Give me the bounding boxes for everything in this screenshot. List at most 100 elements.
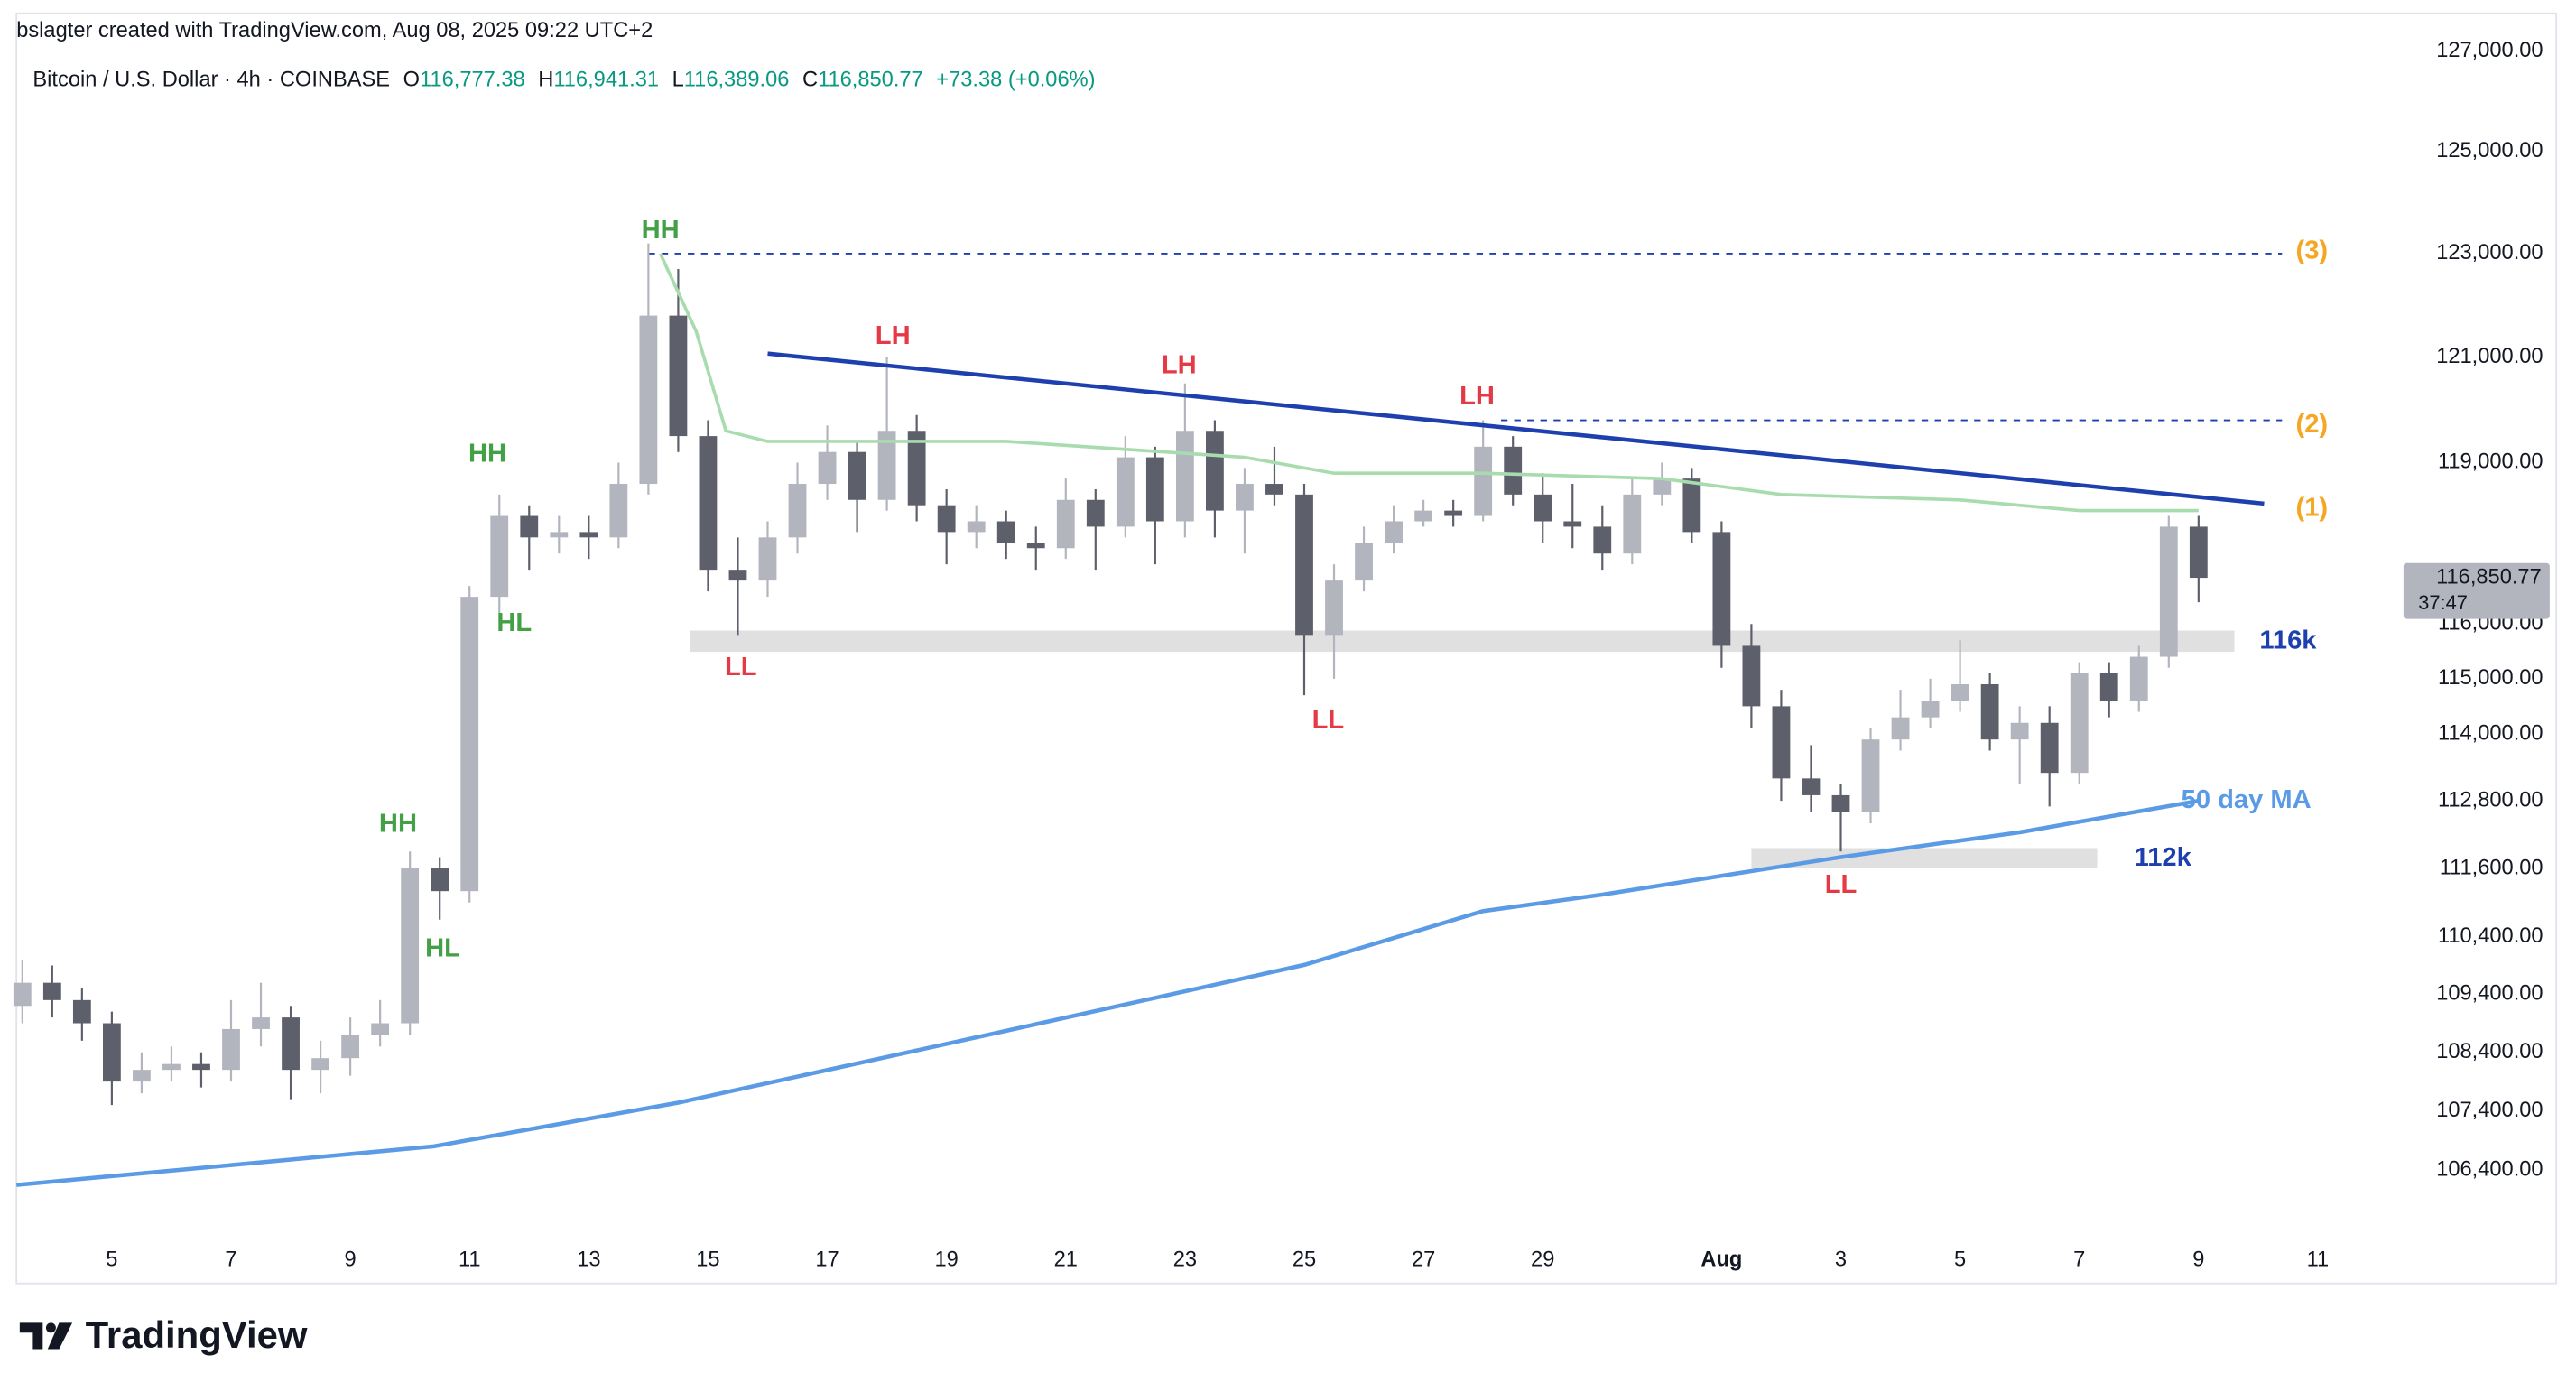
annotation: LH: [1459, 382, 1495, 411]
y-tick-label: 109,400.00: [2436, 982, 2543, 1006]
candle-body: [1980, 683, 1999, 740]
overlay-line: [15, 798, 2200, 1187]
candle-body: [341, 1035, 360, 1059]
annotation: LH: [876, 321, 911, 350]
candle-body: [102, 1023, 121, 1082]
candle-body: [758, 537, 777, 581]
candle-body: [42, 982, 61, 1000]
candle-body: [431, 868, 449, 892]
y-tick-label: 110,400.00: [2438, 924, 2544, 948]
candle-body: [1056, 499, 1075, 549]
candle-body: [162, 1063, 181, 1071]
x-tick-label: 27: [1412, 1248, 1435, 1271]
brand-logo: TradingView: [19, 1313, 308, 1356]
x-tick-label: 21: [1054, 1248, 1078, 1271]
x-tick-label: 7: [225, 1248, 236, 1271]
candle-body: [1623, 494, 1642, 554]
y-tick-label: 112,800.00: [2438, 788, 2544, 812]
candle-body: [1325, 580, 1343, 636]
annotation: 116k: [2259, 626, 2317, 654]
annotation: (3): [2296, 236, 2329, 264]
candle-body: [1474, 446, 1493, 516]
overlay-line: [658, 253, 2199, 513]
candle-body: [2159, 526, 2178, 657]
x-tick-label: 3: [1835, 1248, 1847, 1271]
candle-body: [699, 436, 718, 571]
candle-body: [1712, 532, 1731, 646]
ohlc-label: C: [802, 69, 818, 92]
candle-body: [1145, 457, 1164, 522]
change: +73.38 (+0.06%): [936, 69, 1095, 92]
x-tick-label: 15: [696, 1248, 719, 1271]
candle-body: [520, 515, 539, 538]
y-tick-label: 106,400.00: [2436, 1157, 2543, 1181]
y-tick-label: 111,600.00: [2440, 856, 2544, 879]
y-tick-label: 123,000.00: [2436, 241, 2543, 264]
ohlc-label: H: [538, 69, 553, 92]
candle-body: [252, 1017, 270, 1029]
candle-body: [2010, 722, 2029, 740]
ohlc-value: 116,777.38: [420, 69, 525, 92]
candle-body: [2129, 656, 2148, 701]
x-tick-label: 11: [2307, 1248, 2330, 1271]
candle-body: [996, 521, 1015, 543]
price-tag-countdown: 37:47: [2418, 591, 2468, 614]
x-tick-label: 17: [815, 1248, 839, 1271]
logo-mark: [47, 1322, 73, 1350]
candle-body: [1086, 499, 1105, 527]
x-tick-label: 9: [2192, 1248, 2204, 1271]
candle-body: [1236, 484, 1254, 511]
candle-body: [72, 999, 91, 1024]
x-tick-label: Aug: [1700, 1248, 1742, 1271]
candle-body: [669, 315, 688, 437]
candle-body: [13, 982, 32, 1007]
candle-body: [1444, 510, 1463, 516]
candle-body: [2099, 673, 2118, 701]
y-tick-label: 125,000.00: [2436, 139, 2543, 162]
y-tick-label: 107,400.00: [2436, 1099, 2543, 1122]
candle-body: [1206, 431, 1224, 511]
candle-body: [2189, 526, 2208, 579]
symbol: Bitcoin / U.S. Dollar · 4h · COINBASE: [32, 69, 390, 92]
candle-body: [1831, 794, 1850, 812]
candle-body: [1295, 494, 1313, 636]
candle-body: [579, 532, 598, 538]
candle-body: [818, 451, 837, 485]
candle-body: [639, 315, 658, 485]
candle-body: [1921, 701, 1940, 718]
y-tick-label: 115,000.00: [2438, 666, 2544, 690]
candle-body: [1355, 543, 1373, 581]
x-tick-label: 29: [1531, 1248, 1554, 1271]
annotation: HH: [468, 439, 506, 468]
candle-body: [2070, 673, 2089, 774]
chart-frame: [15, 12, 2558, 1285]
ohlc-value: 116,941.31: [553, 69, 659, 92]
candle-body: [1414, 510, 1433, 522]
annotation: HL: [425, 933, 460, 962]
candle-body: [907, 431, 926, 506]
candle-body: [1534, 494, 1552, 522]
brand-name: TradingView: [86, 1313, 308, 1356]
candle-body: [2040, 722, 2059, 774]
candle-body: [282, 1017, 300, 1071]
y-tick-label: 127,000.00: [2436, 39, 2543, 62]
x-tick-label: 9: [345, 1248, 357, 1271]
y-tick-label: 108,400.00: [2436, 1040, 2543, 1063]
candle-body: [1891, 717, 1910, 740]
candle-body: [490, 515, 509, 598]
annotation: (2): [2296, 410, 2329, 439]
annotation: 112k: [2135, 843, 2192, 872]
legend-line: Bitcoin / U.S. Dollar · 4h · COINBASE O11…: [32, 69, 1095, 92]
y-tick-label: 119,000.00: [2438, 450, 2544, 474]
candle-body: [192, 1063, 210, 1071]
ohlc-label: O: [403, 69, 420, 92]
x-tick-label: 7: [2073, 1248, 2085, 1271]
x-tick-label: 13: [577, 1248, 600, 1271]
candle-body: [1175, 431, 1194, 522]
annotation: HL: [496, 608, 532, 637]
annotation: (1): [2296, 494, 2329, 523]
candle-body: [133, 1070, 151, 1082]
price-tag-value: 116,850.77: [2436, 565, 2542, 589]
annotation: HH: [379, 810, 417, 839]
